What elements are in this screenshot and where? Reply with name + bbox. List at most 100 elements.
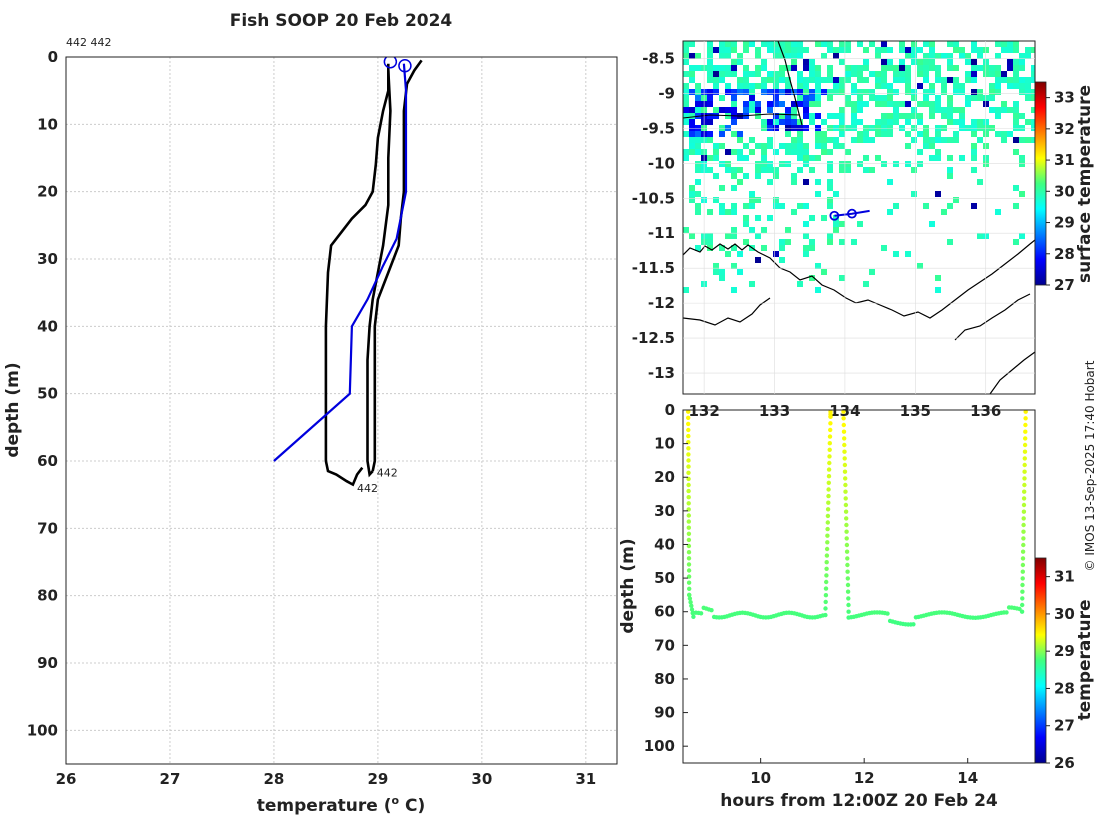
temperature-point — [825, 507, 831, 512]
sst-cell — [971, 59, 977, 65]
sst-cell — [1031, 47, 1035, 53]
sst-cell — [1019, 77, 1025, 83]
sst-cell — [917, 161, 923, 167]
sst-cell — [821, 149, 827, 155]
sst-cell — [1007, 77, 1013, 83]
sst-cell — [767, 215, 773, 221]
sst-cell — [803, 47, 809, 53]
temperature-point — [1020, 582, 1025, 588]
sst-cell — [773, 101, 779, 107]
sst-cell — [725, 71, 731, 77]
temperature-point — [844, 542, 850, 548]
sst-cell — [809, 65, 815, 71]
sst-cell — [857, 101, 863, 107]
sst-cell — [731, 59, 737, 65]
sst-cell — [779, 89, 785, 95]
sst-cell — [905, 47, 911, 53]
temperature-point — [686, 452, 691, 457]
sst-cell — [863, 89, 869, 95]
temperature-point — [686, 568, 692, 573]
sst-cell — [683, 47, 689, 53]
sst-cell — [695, 101, 701, 107]
sst-cell — [923, 77, 929, 83]
sst-cell — [917, 59, 923, 65]
sst-cell — [719, 65, 725, 71]
profile-grid — [65, 56, 617, 764]
temperature-point — [826, 474, 832, 479]
sst-cell — [797, 203, 803, 209]
sst-cell — [965, 59, 971, 65]
sst-cell — [779, 143, 785, 149]
sst-cell — [923, 101, 929, 107]
temperature-point — [846, 609, 851, 614]
cast-marker — [383, 57, 398, 69]
sst-cell — [791, 107, 797, 113]
sst-cell — [797, 149, 803, 155]
temperature-point — [1004, 610, 1009, 615]
sst-cell — [995, 113, 1001, 119]
sst-cell — [767, 107, 773, 113]
sst-cell — [719, 77, 725, 83]
sst-cell — [785, 53, 791, 59]
y-tick-label: 50 — [37, 385, 58, 403]
sst-cell — [881, 83, 887, 89]
sst-cell — [947, 119, 953, 125]
sst-cell — [881, 77, 887, 83]
sst-cell — [731, 263, 737, 269]
sst-cell — [833, 89, 839, 95]
sst-cell — [761, 149, 767, 155]
sst-cell — [971, 119, 977, 125]
y-tick-label: 90 — [37, 654, 58, 672]
timeseries-ticks: 10 12 14 0 10 20 30 40 50 60 70 80 90 100 — [644, 401, 978, 787]
sst-cell — [689, 185, 695, 191]
sst-cell — [785, 107, 791, 113]
temperature-point — [824, 546, 830, 552]
sst-cell — [725, 125, 731, 131]
sst-cell — [905, 101, 911, 107]
sst-cell — [761, 161, 767, 167]
sst-cell — [683, 287, 689, 293]
sst-cell — [803, 89, 809, 95]
sst-cell — [893, 65, 899, 71]
sst-cell — [995, 83, 1001, 89]
sst-cell — [851, 239, 857, 245]
sst-cell — [785, 83, 791, 89]
sst-cell — [857, 119, 863, 125]
sst-cell — [971, 41, 977, 47]
sst-cell — [839, 161, 845, 167]
sst-cell — [767, 41, 773, 47]
sst-cell — [833, 125, 839, 131]
temp-colorbar — [1034, 557, 1047, 764]
sst-cell — [833, 83, 839, 89]
sst-cell — [767, 179, 773, 185]
sst-cell — [881, 41, 887, 47]
sst-cell — [953, 131, 959, 137]
temperature-point — [687, 596, 693, 601]
sst-cell — [785, 89, 791, 95]
sst-cell — [989, 95, 995, 101]
sst-cell — [803, 149, 809, 155]
sst-cell — [827, 41, 833, 47]
timeseries-points — [686, 409, 1028, 627]
sst-cell — [785, 77, 791, 83]
sst-cell — [725, 53, 731, 59]
sst-cell — [935, 155, 941, 161]
sst-cell — [827, 149, 833, 155]
sst-cell — [791, 113, 797, 119]
temperature-point — [686, 476, 691, 482]
sst-cell — [791, 65, 797, 71]
sst-cell — [689, 41, 695, 47]
sst-cell — [905, 131, 911, 137]
sst-cell — [719, 161, 725, 167]
sst-cell — [809, 119, 815, 125]
temperature-point — [823, 612, 828, 618]
sst-cell — [785, 143, 791, 149]
sst-cell — [863, 167, 869, 173]
sst-cell — [887, 59, 893, 65]
temperature-point — [688, 600, 693, 605]
sst-cell — [1001, 131, 1007, 137]
colorbar-tick-label: 33 — [1054, 89, 1075, 107]
sst-cell — [851, 89, 857, 95]
sst-cell — [839, 167, 845, 173]
sst-cell — [695, 167, 701, 173]
